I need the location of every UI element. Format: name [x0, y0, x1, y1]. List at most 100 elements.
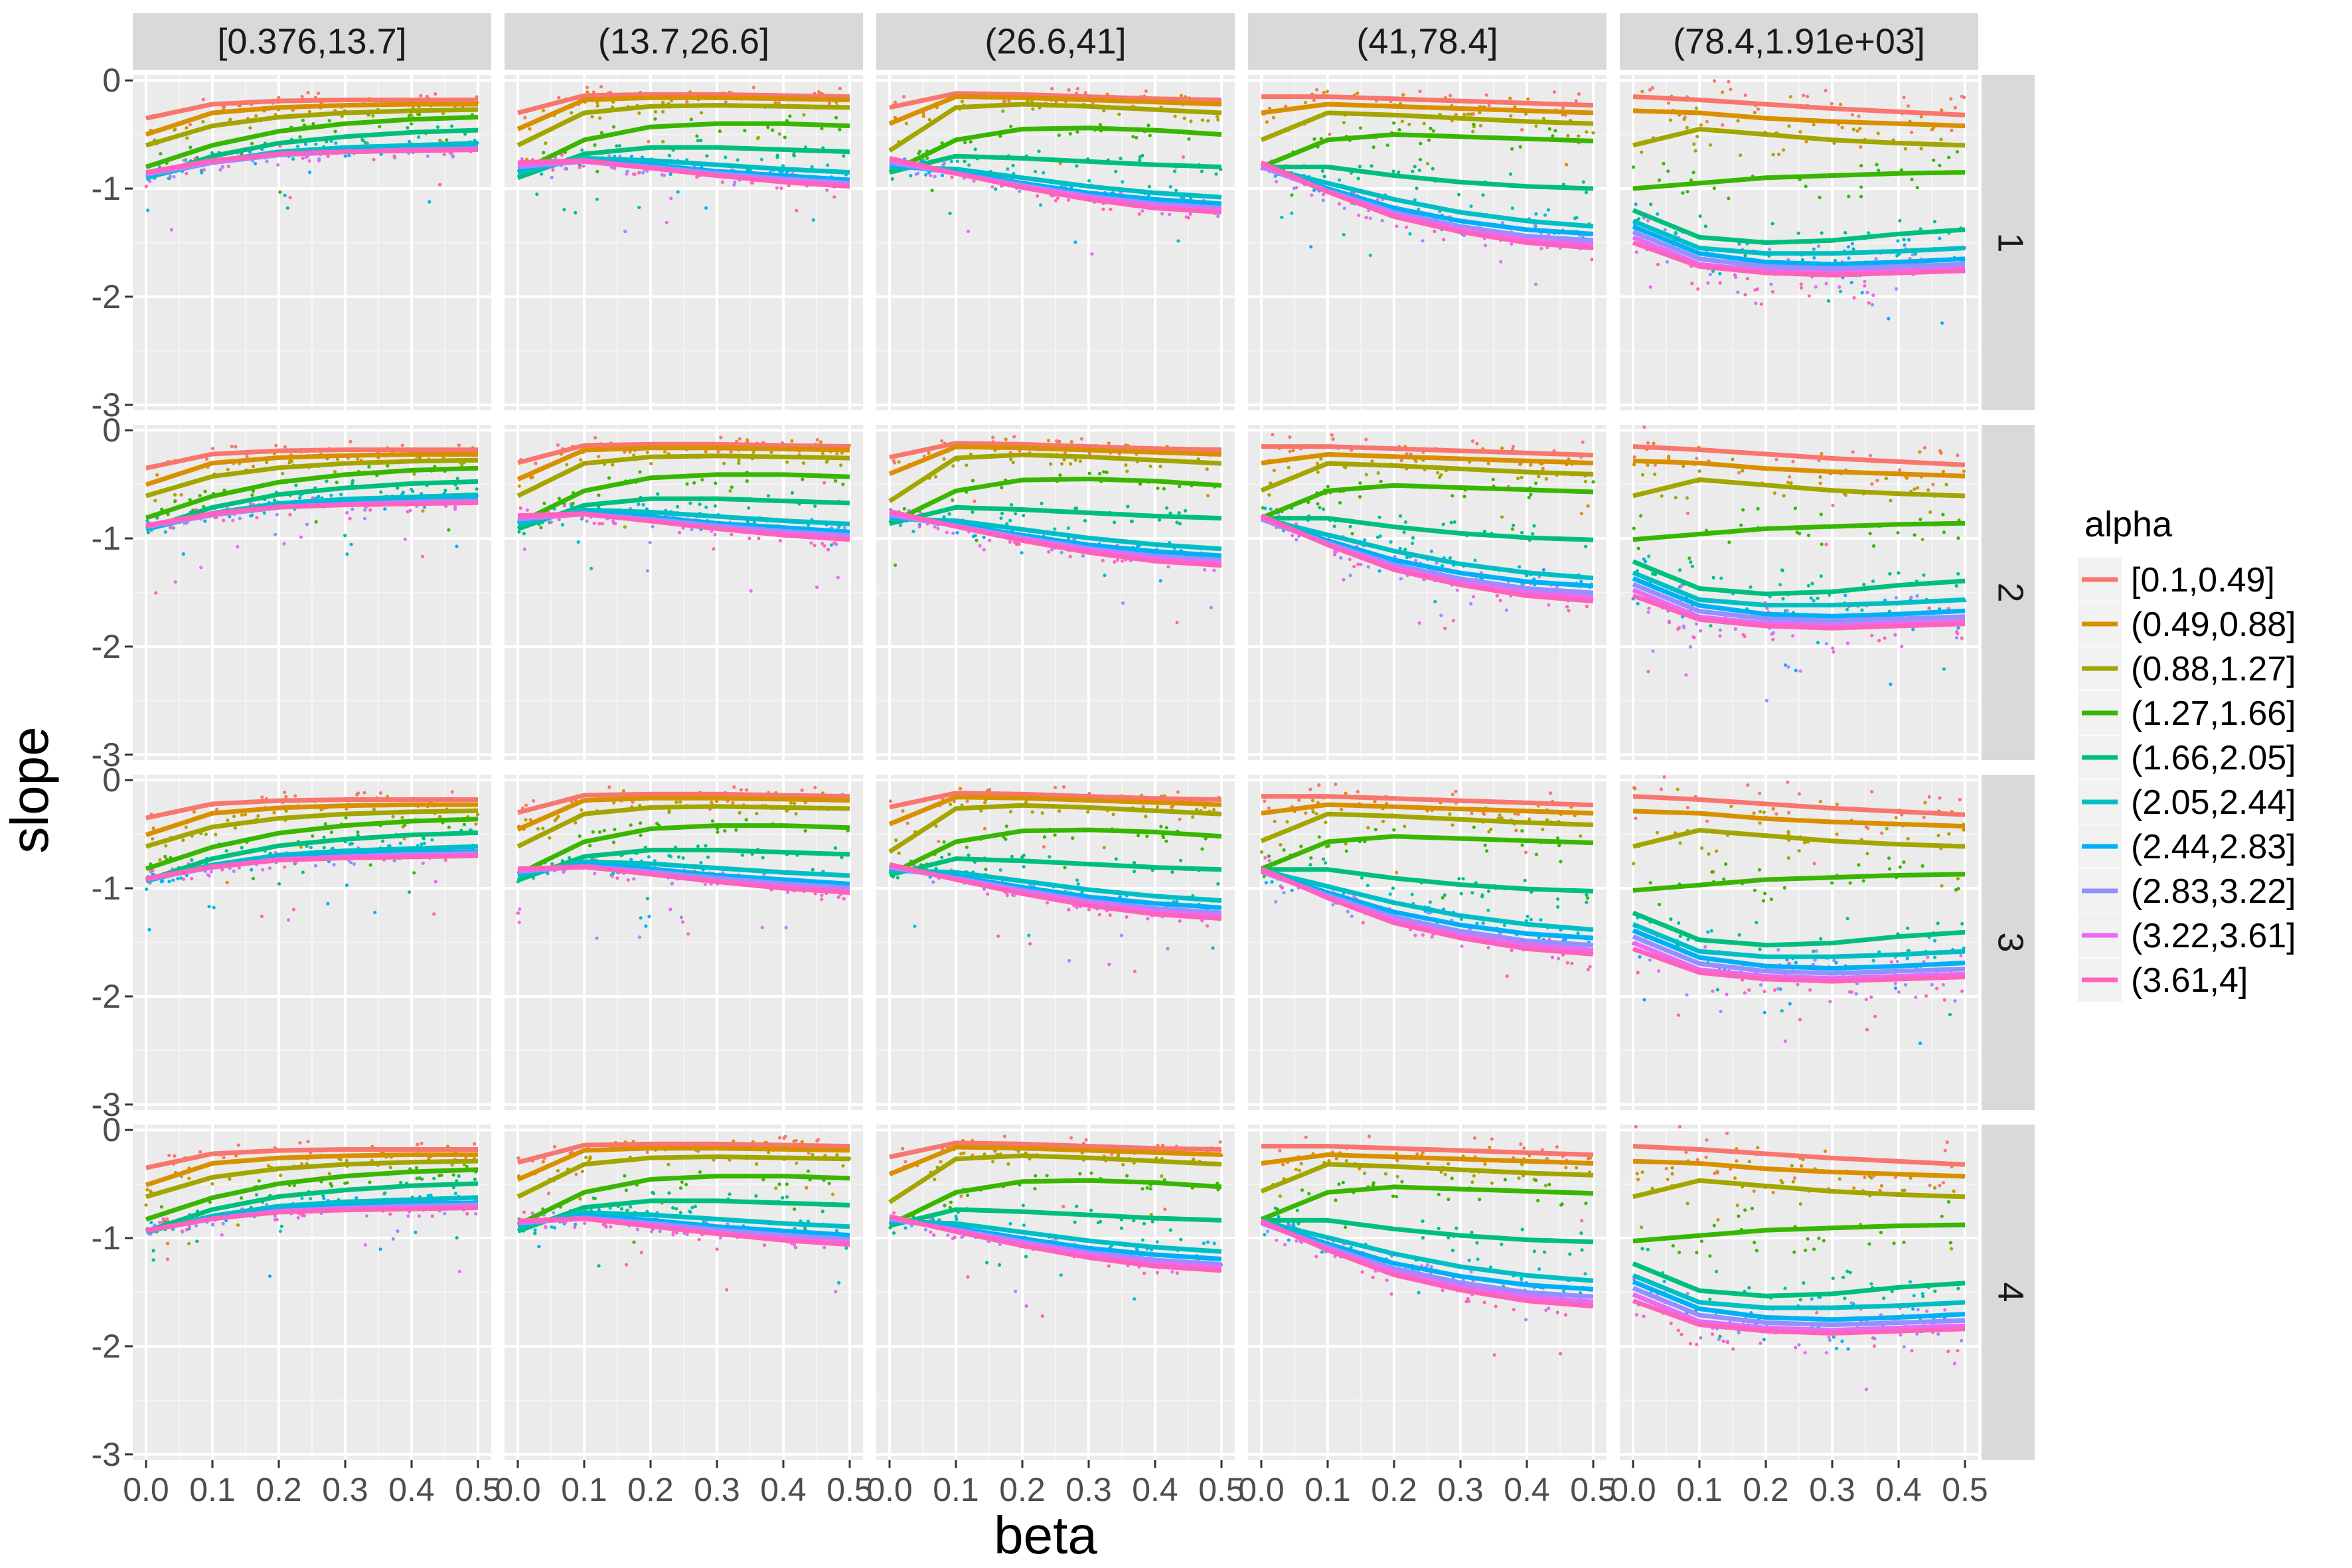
data-point [1643, 560, 1648, 564]
data-point [169, 228, 173, 232]
data-point [1461, 877, 1465, 881]
data-point [967, 163, 971, 167]
data-point [947, 852, 951, 856]
smooth-line-(0.49,0.88] [516, 445, 850, 482]
data-point [1887, 867, 1892, 871]
data-point [1075, 878, 1079, 882]
data-point [1145, 834, 1149, 838]
data-point [1534, 282, 1538, 286]
smooth-line-(0.88,1.27] [888, 452, 1222, 504]
data-point [322, 835, 326, 839]
smooth-line-[0.1,0.49] [1261, 444, 1594, 458]
data-point [1689, 178, 1693, 183]
data-point [1831, 647, 1835, 651]
data-point [1682, 625, 1686, 629]
data-point [1794, 668, 1798, 672]
data-point [1267, 858, 1271, 863]
data-point [598, 116, 602, 120]
data-point [1922, 815, 1926, 819]
smooth-line-(1.27,1.66] [1260, 483, 1594, 520]
data-point [902, 507, 906, 510]
data-point [412, 871, 416, 875]
data-point [1075, 905, 1079, 909]
data-point [517, 920, 521, 924]
data-point [250, 513, 254, 517]
data-point [1000, 486, 1004, 490]
data-point [1137, 834, 1140, 838]
data-point [784, 925, 788, 929]
data-point [373, 910, 377, 915]
data-point [1737, 242, 1741, 246]
data-point [1685, 993, 1689, 997]
data-point [317, 91, 321, 96]
data-point [473, 1177, 477, 1181]
data-point [1175, 621, 1179, 625]
data-point [218, 168, 222, 172]
data-point [1762, 810, 1766, 815]
data-point [1470, 891, 1474, 895]
smooth-line-(3.22,3.61] [1632, 588, 1966, 628]
data-point [1466, 112, 1470, 116]
data-point [1315, 461, 1320, 465]
data-point [1546, 208, 1550, 212]
data-point [940, 856, 944, 860]
data-point [940, 173, 944, 177]
data-point [994, 187, 998, 191]
smooth-line-(0.49,0.88] [888, 444, 1222, 477]
data-point [927, 451, 931, 455]
data-point [986, 892, 990, 896]
data-point [1570, 961, 1574, 965]
data-point [678, 800, 682, 804]
data-point [1539, 918, 1543, 922]
data-point [1634, 817, 1638, 821]
data-point [757, 536, 761, 540]
data-point [311, 496, 315, 500]
data-point [1267, 106, 1272, 110]
smooth-line-(0.49,0.88] [145, 102, 478, 137]
data-point [407, 114, 412, 118]
data-point [1318, 506, 1322, 510]
data-point [1681, 191, 1685, 195]
data-point [839, 463, 843, 467]
data-point [1557, 844, 1561, 848]
data-point [1690, 281, 1694, 285]
data-point [1693, 149, 1697, 153]
data-point [1835, 803, 1839, 807]
data-point [1914, 995, 1918, 999]
data-point [388, 1166, 392, 1170]
data-point [1422, 121, 1426, 125]
data-point [902, 95, 906, 99]
data-point [1709, 929, 1713, 933]
data-point [1682, 118, 1686, 121]
data-point [1397, 127, 1401, 132]
data-point [1004, 437, 1008, 441]
data-point [349, 860, 353, 864]
data-point [803, 829, 807, 833]
data-point [1860, 608, 1864, 612]
data-point [1812, 247, 1816, 251]
data-point [918, 149, 922, 153]
data-point [1175, 520, 1179, 524]
data-point [1435, 561, 1439, 565]
data-point [1938, 163, 1942, 167]
data-point [593, 872, 597, 876]
data-point [1636, 971, 1640, 975]
data-point [1429, 126, 1433, 131]
data-point [973, 147, 977, 151]
data-point [422, 836, 426, 840]
data-point [1511, 445, 1516, 449]
data-point [1561, 183, 1566, 187]
data-point [173, 499, 177, 503]
data-point [1146, 917, 1150, 921]
data-point [1510, 527, 1515, 531]
data-point [1771, 153, 1775, 157]
data-point [1733, 273, 1737, 277]
data-point [1860, 291, 1864, 295]
data-point [443, 858, 448, 862]
data-point [187, 1241, 191, 1245]
data-point [1721, 90, 1725, 94]
data-point [1746, 783, 1750, 787]
data-point [419, 94, 423, 98]
data-point [1903, 983, 1908, 987]
